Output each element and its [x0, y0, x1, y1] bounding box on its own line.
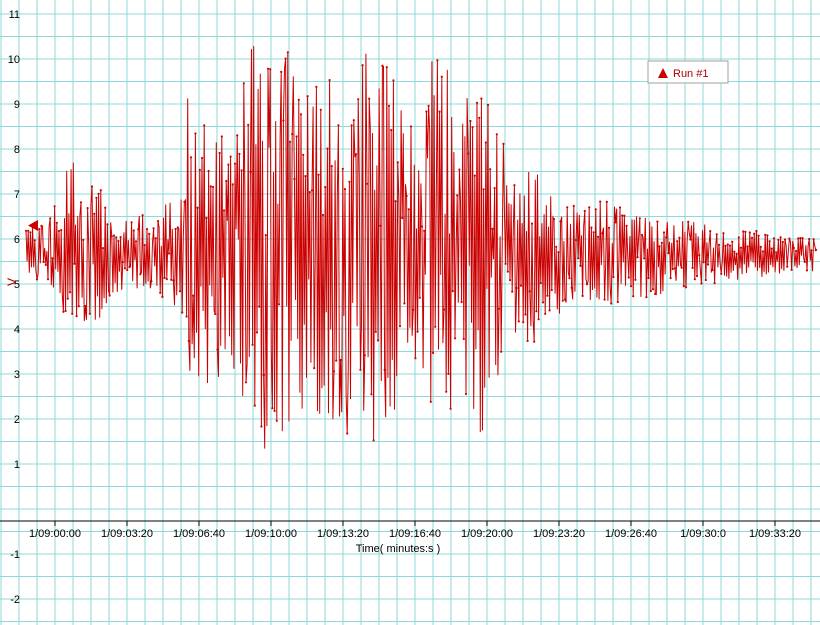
y-tick-label: -2	[10, 594, 20, 606]
y-tick-label: 2	[14, 414, 20, 426]
y-axis-ticks: 11 10 9 8 7 6 5 4 3 2 1 -1 -2	[8, 9, 20, 606]
x-tick-label: 1/09:30:0	[680, 528, 726, 540]
y-tick-label: 11	[9, 9, 20, 21]
y-tick-label: 10	[8, 54, 20, 66]
y-tick-label: 5	[14, 279, 20, 291]
legend[interactable]: Run #1	[647, 60, 729, 84]
x-tick-label: 1/09:26:40	[605, 528, 657, 540]
y-tick-label: -1	[10, 549, 20, 561]
y-tick-label: 7	[14, 189, 20, 201]
y-tick-label: 1	[14, 459, 20, 471]
y-tick-label: 4	[14, 324, 20, 336]
x-axis-title: Time( minutes:s )	[356, 543, 441, 555]
x-tick-label: 1/09:20:00	[461, 528, 513, 540]
channel-position-marker-icon[interactable]	[28, 220, 38, 231]
legend-box	[647, 60, 729, 84]
y-tick-label: 6	[14, 234, 20, 246]
x-tick-label: 1/09:00:00	[29, 528, 81, 540]
y-tick-label: 9	[14, 99, 20, 111]
x-tick-label: 1/09:03:20	[101, 528, 153, 540]
x-axis-ticks: 1/09:00:00 1/09:03:20 1/09:06:40 1/09:10:00…	[29, 521, 801, 540]
legend-series-label: Run #1	[673, 68, 708, 80]
signal-trace	[25, 46, 818, 449]
y-axis-unit-label: V	[5, 278, 19, 286]
x-tick-label: 1/09:06:40	[173, 528, 225, 540]
legend-series-marker-icon	[658, 68, 668, 78]
x-tick-label: 1/09:23:20	[533, 528, 585, 540]
x-tick-label: 1/09:16:40	[389, 528, 441, 540]
x-tick-label: 1/09:13:20	[317, 528, 369, 540]
x-tick-label: 1/09:33:20	[749, 528, 801, 540]
x-tick-label: 1/09:10:00	[245, 528, 297, 540]
y-tick-label: 8	[14, 144, 20, 156]
signal-trace-points	[24, 51, 817, 442]
y-tick-label: 3	[14, 369, 20, 381]
